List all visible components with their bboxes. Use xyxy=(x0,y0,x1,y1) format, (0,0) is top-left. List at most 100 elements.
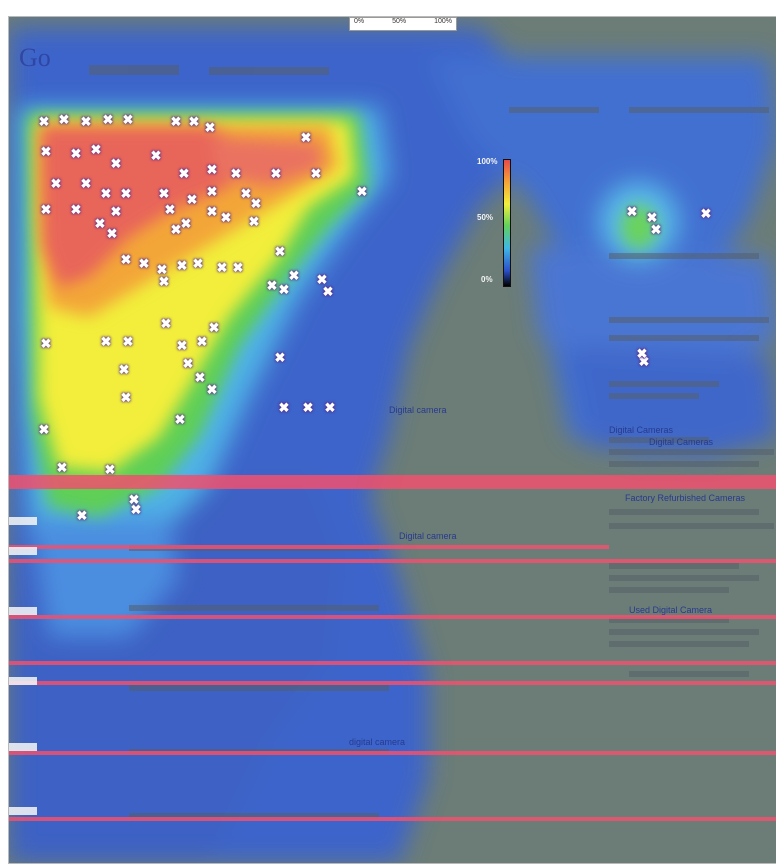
fixation-marker: ✖ xyxy=(40,336,52,351)
fixation-marker: ✖ xyxy=(220,210,232,225)
fixation-marker: ✖ xyxy=(206,184,218,199)
fixation-marker: ✖ xyxy=(194,370,206,385)
fixation-marker: ✖ xyxy=(646,210,658,225)
fixation-marker: ✖ xyxy=(302,400,314,415)
fixation-marker: ✖ xyxy=(40,202,52,217)
result-marker xyxy=(9,677,37,685)
fixation-marker: ✖ xyxy=(322,284,334,299)
fixation-marker: ✖ xyxy=(90,142,102,157)
fixation-marker: ✖ xyxy=(638,354,650,369)
result-title: Digital camera xyxy=(389,405,447,415)
result-marker xyxy=(9,807,37,815)
legend-bottom-label: 0% xyxy=(481,275,493,284)
result-marker xyxy=(9,607,37,615)
fixation-marker: ✖ xyxy=(356,184,368,199)
result-marker xyxy=(9,743,37,751)
fixation-marker: ✖ xyxy=(104,462,116,477)
fixation-marker: ✖ xyxy=(106,226,118,241)
result-separator xyxy=(9,817,776,821)
fixation-marker: ✖ xyxy=(120,186,132,201)
fixation-marker: ✖ xyxy=(180,216,192,231)
fixation-marker: ✖ xyxy=(274,244,286,259)
color-scale-bar: 0% 50% 100% xyxy=(349,17,457,31)
fixation-marker: ✖ xyxy=(158,186,170,201)
fixation-marker: ✖ xyxy=(130,502,142,517)
fixation-marker: ✖ xyxy=(128,492,140,507)
fixation-marker: ✖ xyxy=(138,256,150,271)
fold-line xyxy=(9,475,776,489)
fixation-marker: ✖ xyxy=(56,460,68,475)
fixation-marker: ✖ xyxy=(310,166,322,181)
result-separator xyxy=(9,545,609,549)
fixation-marker: ✖ xyxy=(164,202,176,217)
fixation-marker: ✖ xyxy=(196,334,208,349)
fixation-marker: ✖ xyxy=(70,146,82,161)
fixation-marker: ✖ xyxy=(278,282,290,297)
fixation-marker: ✖ xyxy=(206,382,218,397)
fixation-marker: ✖ xyxy=(316,272,328,287)
fixation-marker: ✖ xyxy=(76,508,88,523)
fixation-marker: ✖ xyxy=(118,362,130,377)
fixation-marker: ✖ xyxy=(636,346,648,361)
fixation-marker: ✖ xyxy=(278,400,290,415)
result-title: Digital Cameras xyxy=(609,425,674,435)
fixation-marker: ✖ xyxy=(176,338,188,353)
gaze-heatmap xyxy=(9,17,776,863)
scale-mark-high: 100% xyxy=(434,18,452,25)
fixation-marker: ✖ xyxy=(208,320,220,335)
fixation-marker: ✖ xyxy=(94,216,106,231)
fixation-marker: ✖ xyxy=(110,204,122,219)
fixation-marker: ✖ xyxy=(100,186,112,201)
scale-mark-low: 0% xyxy=(354,18,365,25)
fixation-marker: ✖ xyxy=(230,166,242,181)
fixation-marker: ✖ xyxy=(158,274,170,289)
fixation-marker: ✖ xyxy=(150,148,162,163)
fixation-marker: ✖ xyxy=(50,176,62,191)
fixation-marker: ✖ xyxy=(170,114,182,129)
result-separator xyxy=(9,661,776,665)
result-title: Digital camera xyxy=(399,531,457,541)
fixation-marker: ✖ xyxy=(122,112,134,127)
result-marker xyxy=(9,517,37,525)
fixation-marker: ✖ xyxy=(80,114,92,129)
logo: Go xyxy=(19,43,51,72)
fixation-marker: ✖ xyxy=(80,176,92,191)
fixation-marker: ✖ xyxy=(300,130,312,145)
fixation-marker: ✖ xyxy=(38,422,50,437)
fixation-marker: ✖ xyxy=(216,260,228,275)
fixation-marker: ✖ xyxy=(626,204,638,219)
fixation-marker: ✖ xyxy=(186,192,198,207)
fixation-marker: ✖ xyxy=(250,196,262,211)
fixation-marker: ✖ xyxy=(156,262,168,277)
fixation-marker: ✖ xyxy=(178,166,190,181)
result-title: Used Digital Camera xyxy=(629,605,713,615)
fixation-marker: ✖ xyxy=(188,114,200,129)
fixation-marker: ✖ xyxy=(274,350,286,365)
heatmap-screenshot: 0% 50% 100% Go 100% 50% 0% Digital camer… xyxy=(8,16,776,864)
result-title: Digital Cameras xyxy=(649,437,714,447)
fixation-marker: ✖ xyxy=(110,156,122,171)
fixation-marker: ✖ xyxy=(288,268,300,283)
fixation-marker: ✖ xyxy=(160,316,172,331)
fixation-marker: ✖ xyxy=(192,256,204,271)
fixation-marker: ✖ xyxy=(700,206,712,221)
result-marker xyxy=(9,547,37,555)
fixation-marker: ✖ xyxy=(38,114,50,129)
result-title: Factory Refurbished Cameras xyxy=(625,493,746,503)
fixation-marker: ✖ xyxy=(70,202,82,217)
fixation-marker: ✖ xyxy=(650,222,662,237)
fixation-marker: ✖ xyxy=(100,334,112,349)
fixation-marker: ✖ xyxy=(170,222,182,237)
fixation-marker: ✖ xyxy=(58,112,70,127)
fixation-marker: ✖ xyxy=(122,334,134,349)
fixation-marker: ✖ xyxy=(232,260,244,275)
fixation-marker: ✖ xyxy=(176,258,188,273)
intensity-legend xyxy=(503,159,511,287)
legend-top-label: 100% xyxy=(477,157,498,166)
fixation-marker: ✖ xyxy=(270,166,282,181)
scale-mark-mid: 50% xyxy=(392,18,407,25)
result-separator xyxy=(9,751,776,755)
fixation-marker: ✖ xyxy=(120,252,132,267)
fixation-marker: ✖ xyxy=(266,278,278,293)
fixation-marker: ✖ xyxy=(102,112,114,127)
